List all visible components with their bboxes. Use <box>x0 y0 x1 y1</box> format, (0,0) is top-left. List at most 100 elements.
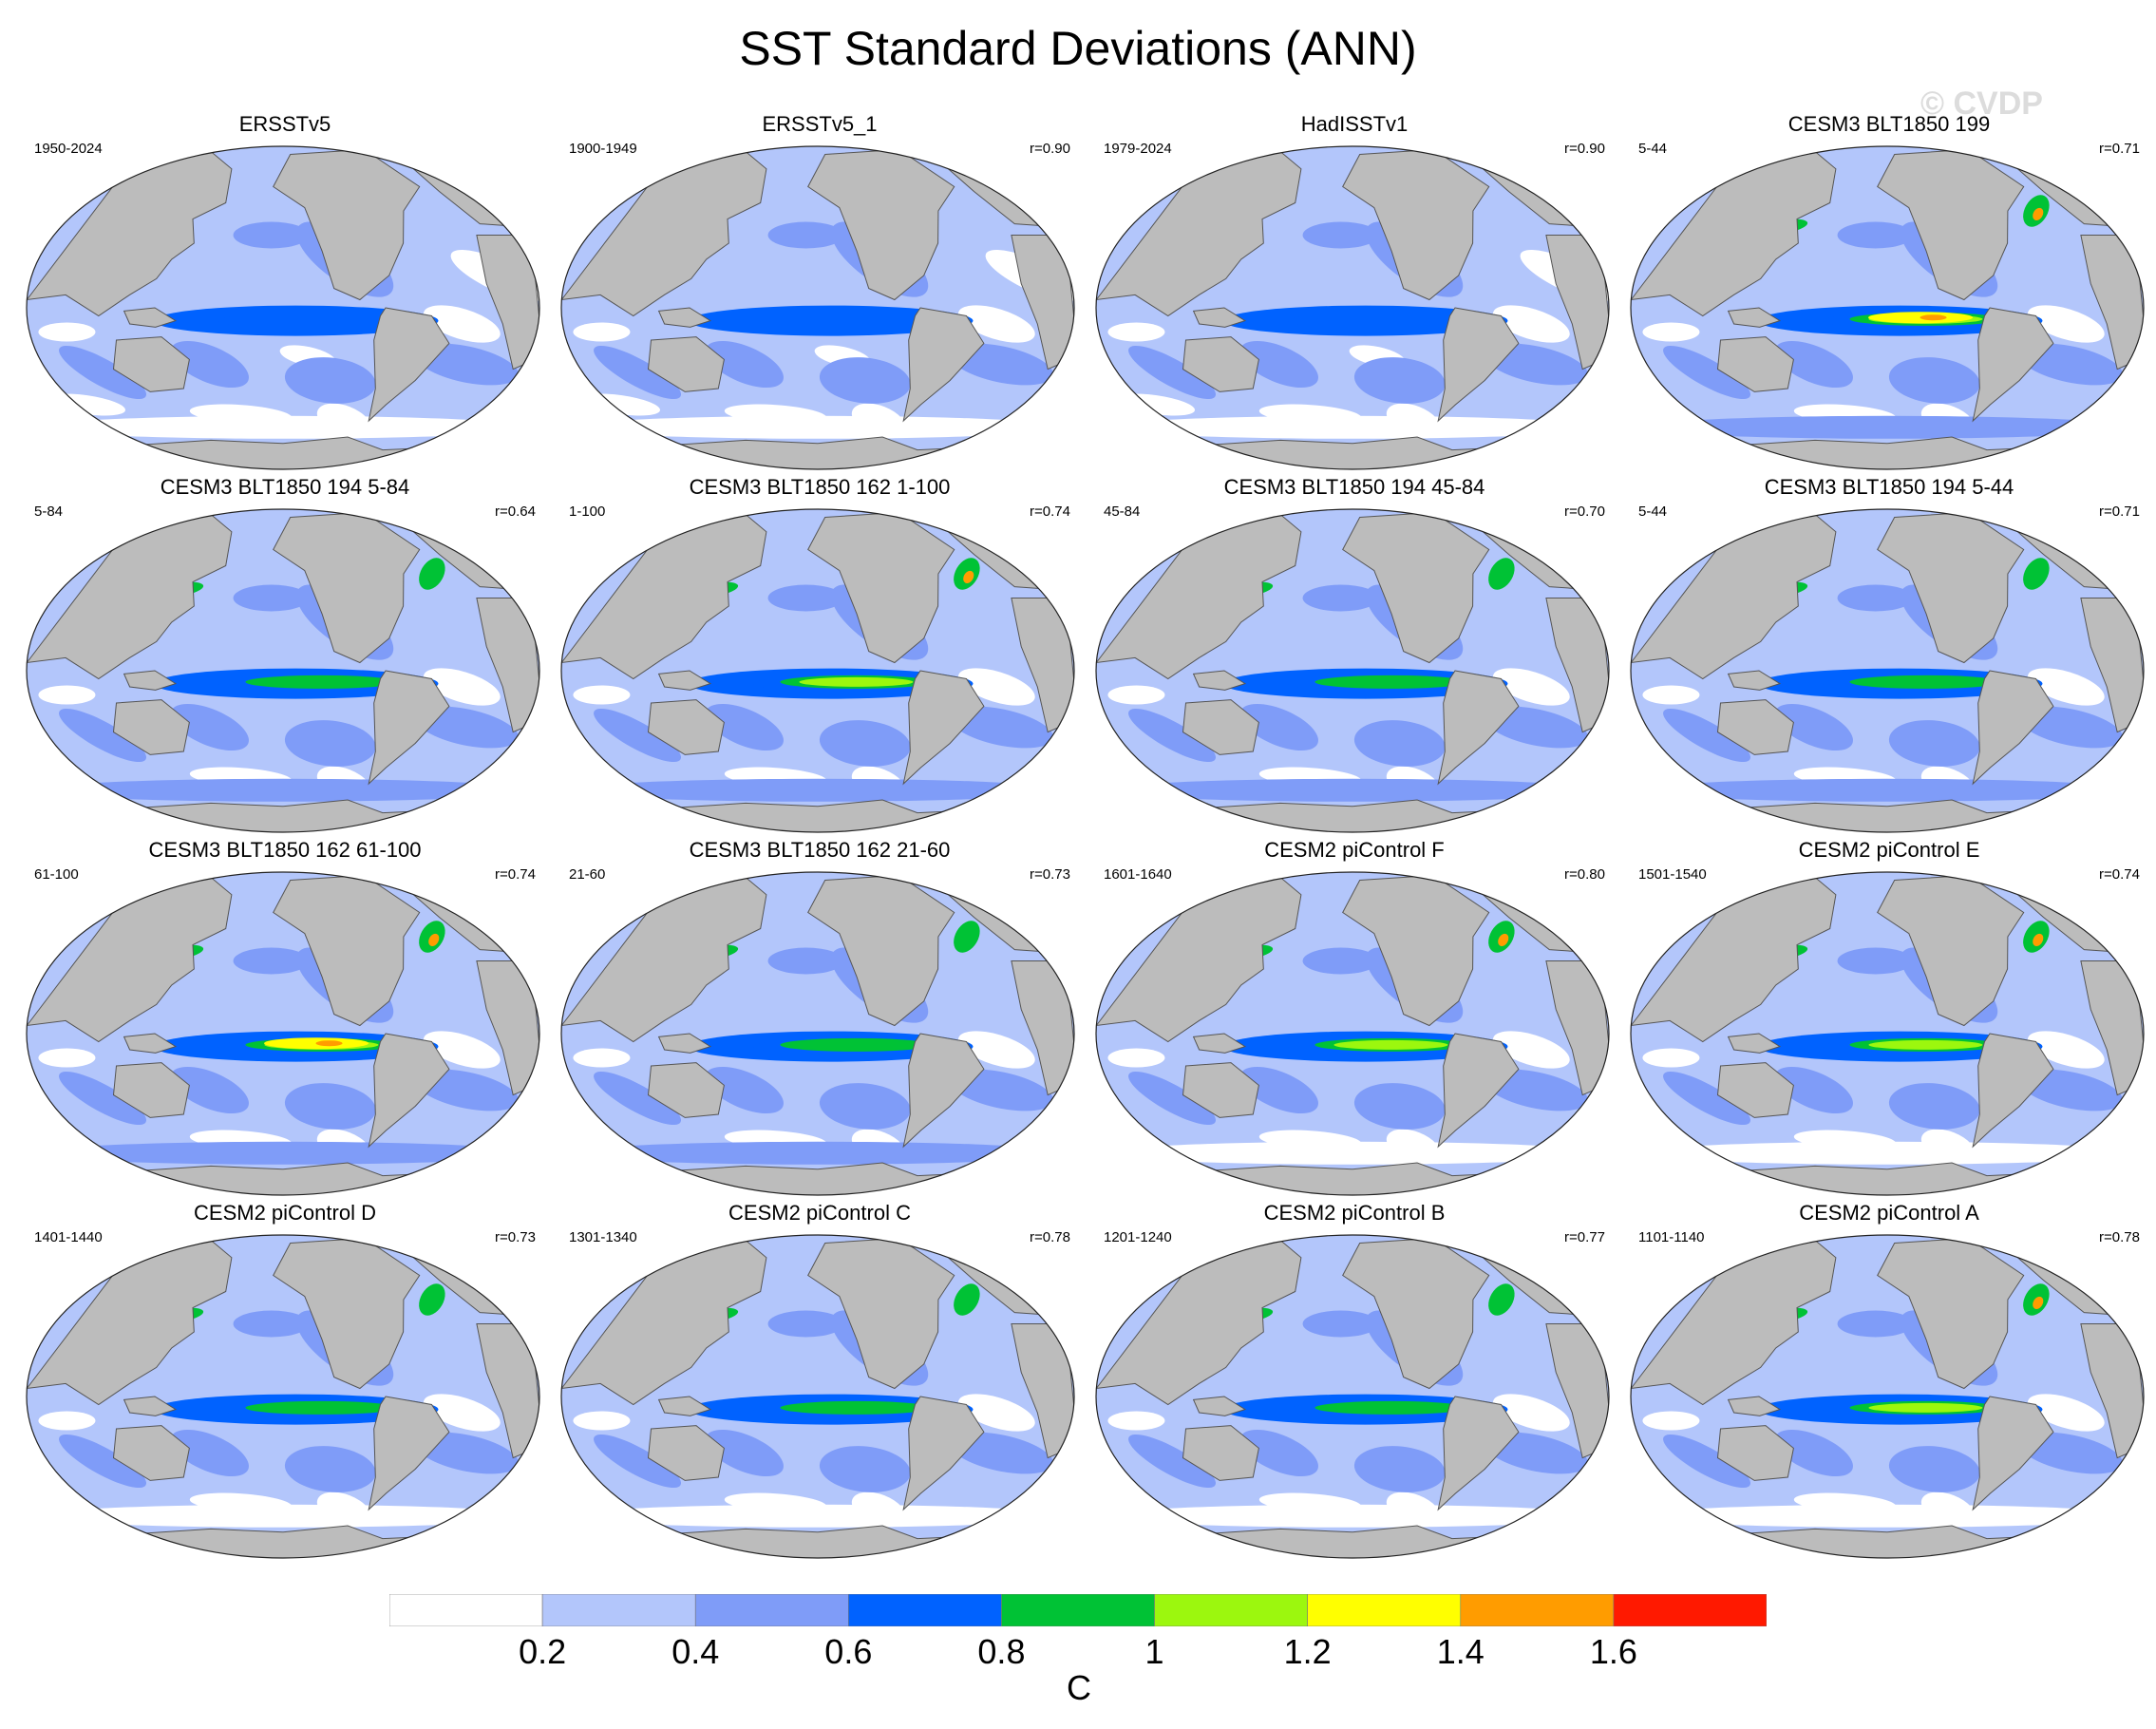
continent-south-america <box>1972 1033 2054 1149</box>
continent-north-america <box>807 874 955 1027</box>
colorbar-bin <box>694 1594 849 1626</box>
moderate-variance-region <box>594 1434 682 1489</box>
moderate-variance-region <box>1663 1434 1751 1489</box>
moderate-variance-region <box>1663 1071 1751 1126</box>
gulf-stream-hotspot <box>419 1283 445 1316</box>
gulf-stream-hotspot <box>419 558 445 590</box>
continent-maritime <box>123 1033 178 1054</box>
moderate-variance-region <box>1484 1069 1588 1112</box>
panel-years: 1900-1949 <box>569 141 637 157</box>
panel-pattern-correlation: r=0.90 <box>1030 141 1070 157</box>
low-variance-region <box>1642 685 1700 705</box>
moderate-variance-region <box>59 345 147 400</box>
continent-north-america <box>1342 511 1490 664</box>
panel-years: 1501-1540 <box>1638 866 1707 883</box>
low-variance-region <box>423 668 501 706</box>
low-variance-region <box>423 1394 501 1432</box>
southern-ocean-band <box>571 1141 1065 1165</box>
panel-years: 1401-1440 <box>34 1229 103 1245</box>
gulf-stream-hotspot <box>1488 558 1515 590</box>
moderate-variance-region <box>2018 706 2123 749</box>
continent-asia <box>1631 1237 1837 1406</box>
enso-core <box>799 676 914 687</box>
moderate-variance-region <box>594 708 682 763</box>
continent-south-america <box>1437 1033 1520 1149</box>
enso-core <box>1849 674 2002 689</box>
panel-pattern-correlation: r=0.77 <box>1564 1229 1605 1245</box>
colorbar-tick-label: 1 <box>1144 1632 1164 1671</box>
continent-maritime <box>657 1033 712 1054</box>
map-panel: CESM3 BLT1850 162 1-100 1-100 r=0.74 <box>554 475 1086 846</box>
colorbar-tick-label: 1.2 <box>1283 1632 1332 1671</box>
panel-pattern-correlation: r=0.74 <box>2099 866 2140 883</box>
moderate-variance-region <box>1663 345 1751 400</box>
continent-maritime <box>1727 1033 1782 1054</box>
southern-ocean-band <box>1106 1141 1599 1165</box>
map-panel: CESM3 BLT1850 194 45-84 45-84 r=0.70 <box>1088 475 1620 846</box>
continent-australia <box>647 1425 725 1481</box>
moderate-variance-region <box>233 1310 310 1338</box>
continent-north-america <box>273 1237 421 1390</box>
continent-australia <box>1182 699 1259 755</box>
continent-maritime <box>657 307 712 328</box>
enso-peak <box>315 1040 343 1047</box>
moderate-variance-region <box>819 1446 911 1492</box>
continent-australia <box>1716 1425 1794 1481</box>
colorbar-tick-label: 1.6 <box>1589 1632 1637 1671</box>
low-variance-region <box>1492 1031 1570 1069</box>
continent-south-america <box>1437 670 1520 786</box>
map-outline <box>26 1234 540 1559</box>
continent-north-america <box>1877 148 2025 301</box>
colorbar-bin <box>1460 1594 1615 1626</box>
continent-north-america <box>1877 511 2025 664</box>
panel-title: CESM3 BLT1850 162 21-60 <box>689 838 951 862</box>
southern-ocean-band <box>571 1504 1065 1528</box>
low-variance-region <box>1107 322 1165 342</box>
panel-title: CESM3 BLT1850 199 <box>1787 112 1991 136</box>
panel-years: 5-44 <box>1638 141 1668 157</box>
panel-title: HadISSTv1 <box>1300 112 1409 136</box>
low-variance-region <box>423 1031 501 1069</box>
moderate-variance-region <box>767 221 844 249</box>
low-variance-region <box>957 1031 1035 1069</box>
moderate-variance-region <box>1484 1432 1588 1474</box>
moderate-variance-region <box>59 1071 147 1126</box>
continent-south-america <box>902 307 985 423</box>
moderate-variance-region <box>1353 1083 1446 1130</box>
continent-asia <box>27 1237 233 1406</box>
panel-pattern-correlation: r=0.78 <box>1030 1229 1070 1245</box>
moderate-variance-region <box>1128 1434 1217 1489</box>
enso-core <box>245 1400 398 1415</box>
continent-maritime <box>1727 670 1782 691</box>
continent-north-america <box>807 1237 955 1390</box>
panel-title: CESM3 BLT1850 162 1-100 <box>689 475 951 499</box>
map-panel: HadISSTv1 1979-2024 r=0.90 <box>1088 112 1620 483</box>
moderate-variance-region <box>819 720 911 767</box>
continent-australia <box>1182 336 1259 392</box>
southern-ocean-band <box>1106 415 1599 439</box>
panel-title: CESM3 BLT1850 194 45-84 <box>1223 475 1485 499</box>
panel-years: 1-100 <box>569 504 606 520</box>
continent-asia <box>1631 148 1837 317</box>
southern-ocean-band <box>36 778 530 802</box>
map-outline <box>26 508 540 833</box>
continent-australia <box>1182 1425 1259 1481</box>
gulf-stream-peak <box>428 933 440 946</box>
continent-maritime <box>1192 670 1247 691</box>
southern-ocean-band <box>571 778 1065 802</box>
panel-title: CESM2 piControl C <box>728 1201 911 1225</box>
continent-asia <box>561 1237 767 1406</box>
continent-maritime <box>1192 1396 1247 1416</box>
moderate-variance-region <box>414 1432 519 1474</box>
map-panel: CESM2 piControl B 1201-1240 r=0.77 <box>1088 1201 1620 1571</box>
enso-core <box>1314 1400 1467 1415</box>
panel-years: 1950-2024 <box>34 141 103 157</box>
panel-years: 1301-1340 <box>569 1229 637 1245</box>
moderate-variance-region <box>233 584 310 612</box>
colorbar-units: C <box>1067 1668 1091 1707</box>
low-variance-region <box>1642 322 1700 342</box>
continent-australia <box>112 1062 190 1118</box>
sst-std-map <box>1630 145 2145 470</box>
map-panel: CESM3 BLT1850 199 5-44 r=0.71 <box>1623 112 2155 483</box>
moderate-variance-region <box>284 1446 376 1492</box>
